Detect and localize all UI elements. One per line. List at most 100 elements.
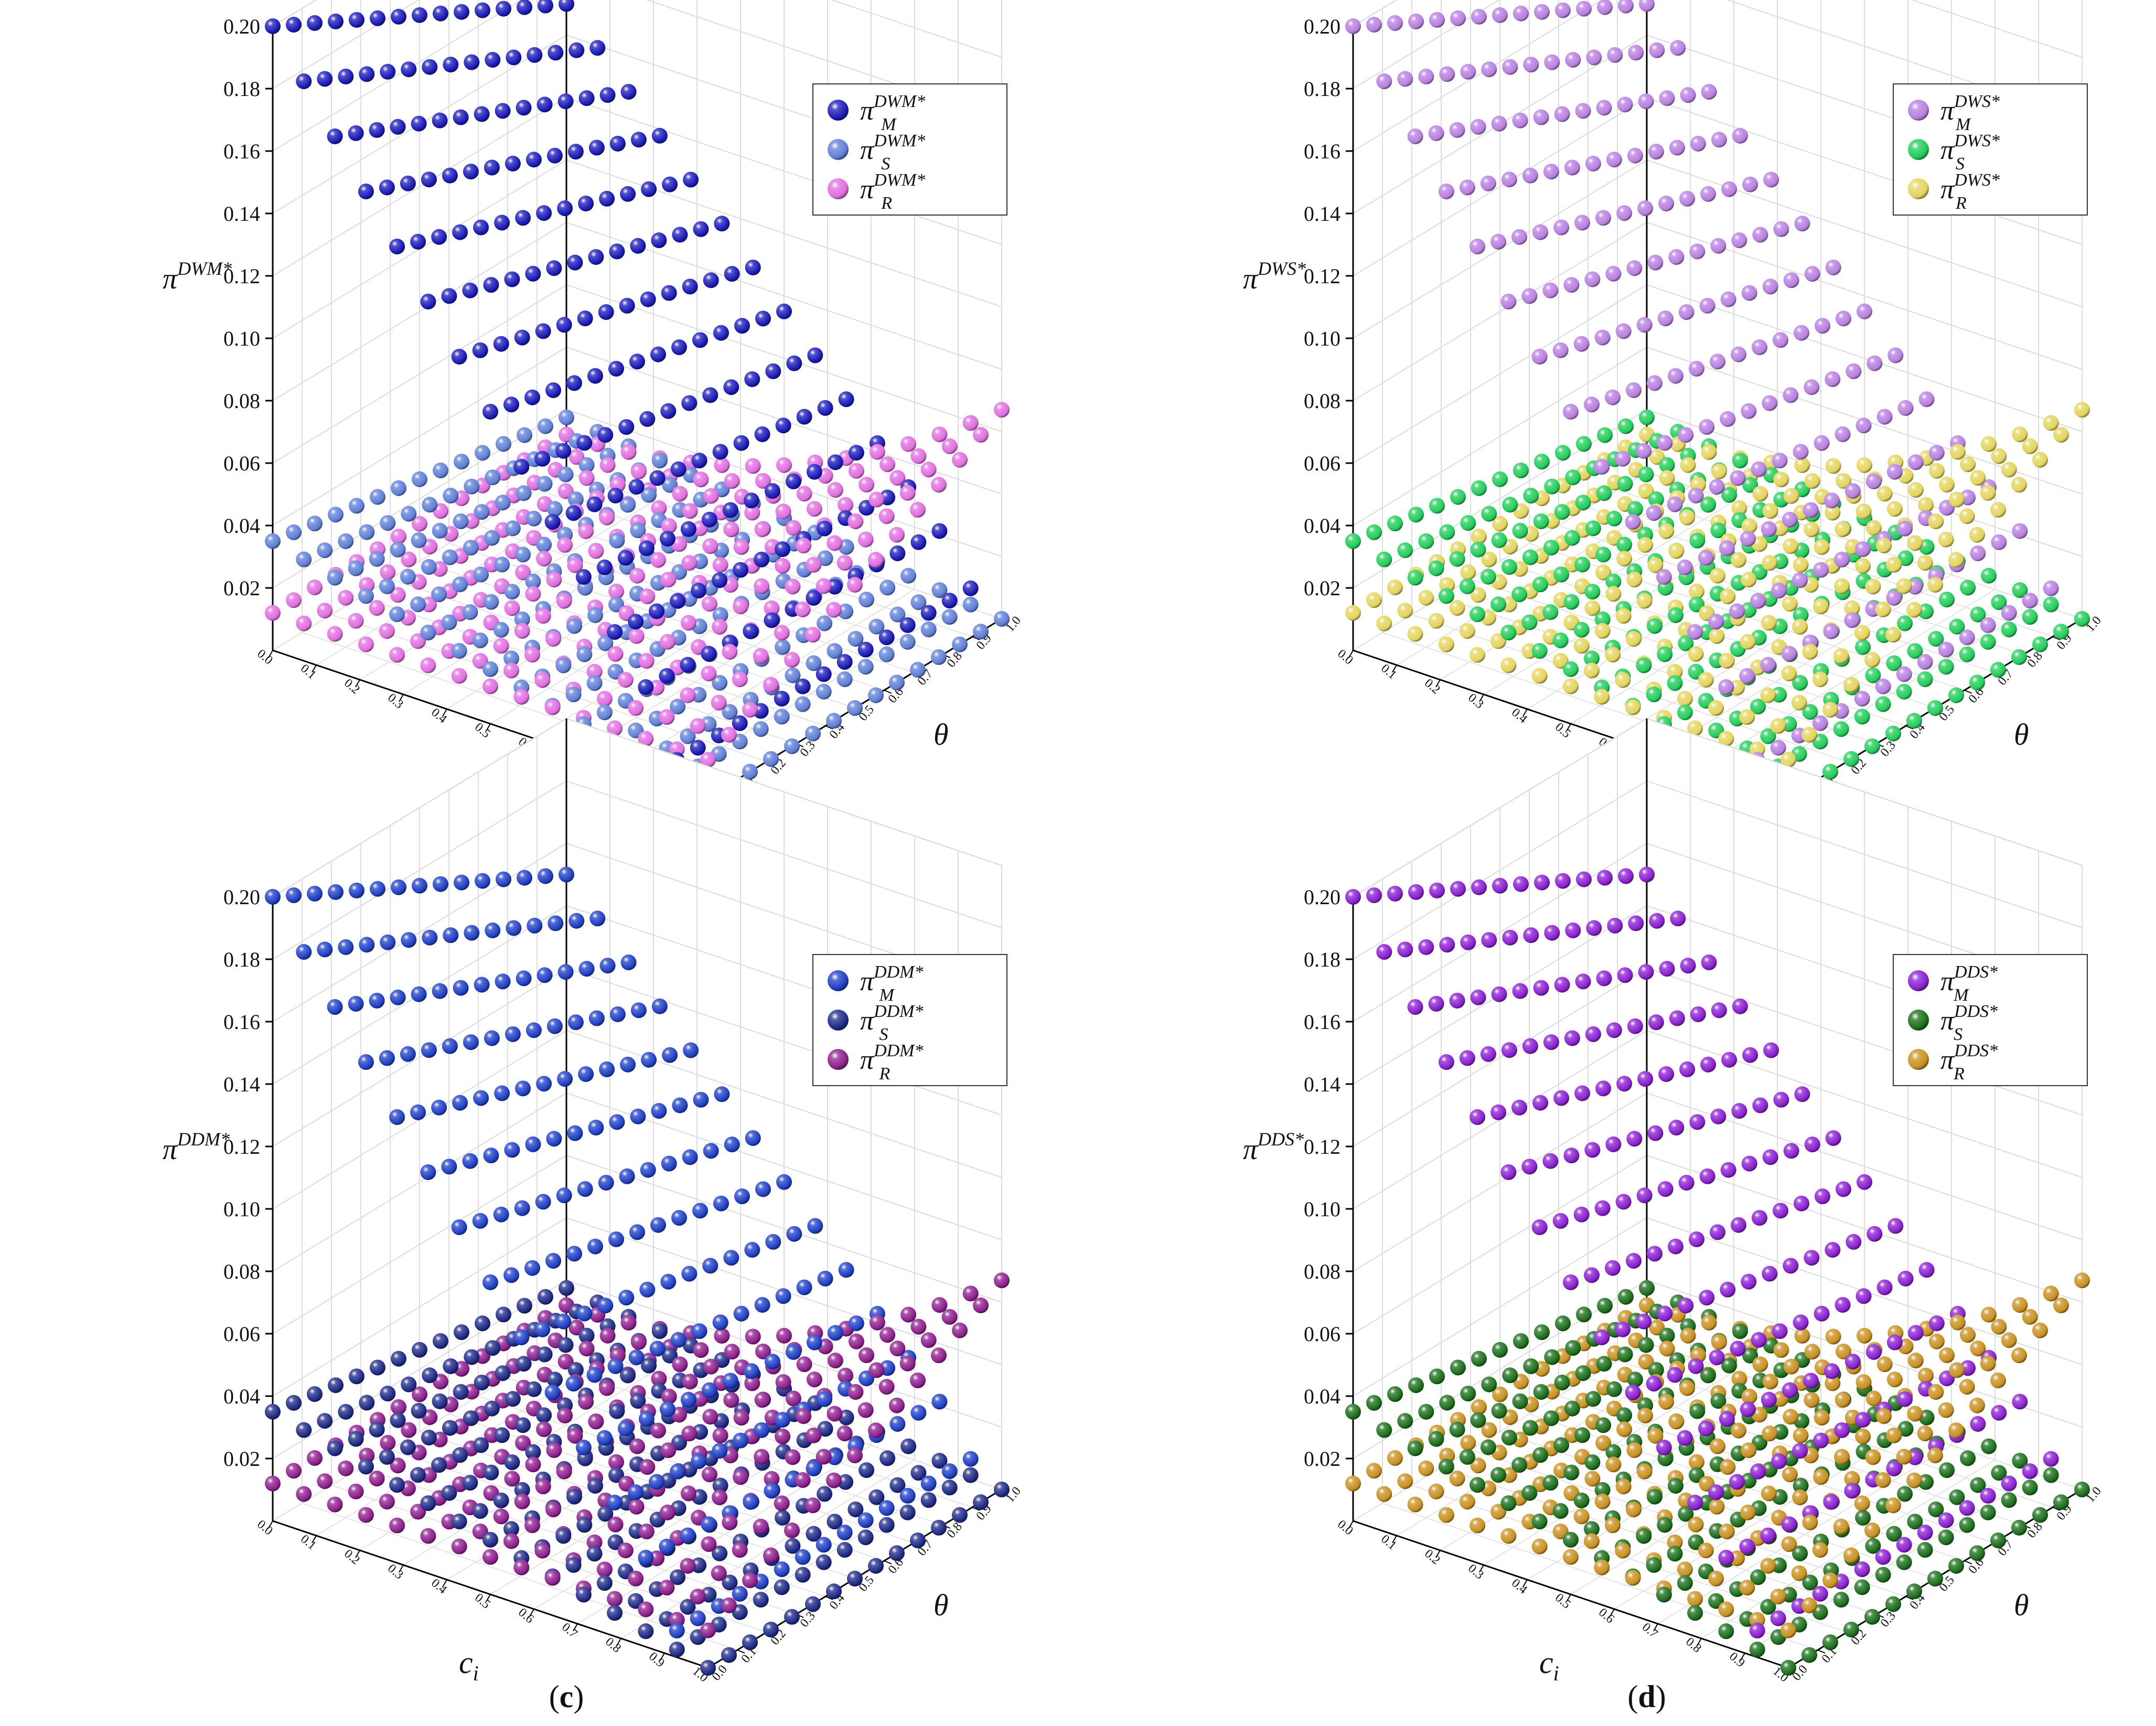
data-point-M — [443, 57, 459, 73]
data-point-S — [1512, 522, 1528, 539]
data-point-S — [775, 1509, 791, 1526]
data-point-S — [525, 1381, 542, 1397]
data-point-S — [420, 625, 436, 641]
data-point-S — [1397, 542, 1413, 559]
data-point-R — [1918, 1367, 1934, 1384]
data-point-S — [453, 1384, 469, 1400]
data-point-S — [1407, 1440, 1423, 1456]
grid-line — [272, 0, 1002, 152]
data-point-M — [629, 353, 645, 370]
data-point-R — [816, 578, 832, 594]
data-point-M — [1469, 1109, 1486, 1125]
data-point-M — [641, 181, 657, 197]
data-point-M — [1731, 1217, 1746, 1233]
legend-entry: πDDM* S — [860, 1002, 924, 1044]
data-point-R — [1813, 1469, 1829, 1485]
data-point-S — [1657, 1517, 1673, 1533]
data-point-M — [1428, 125, 1444, 141]
data-point-R — [1459, 1494, 1475, 1510]
data-point-S — [1471, 480, 1487, 496]
data-point-M — [1823, 1494, 1839, 1510]
data-point-M — [566, 1246, 582, 1262]
data-point-M — [807, 1218, 823, 1234]
data-point-M — [620, 955, 637, 970]
data-point-S — [847, 700, 863, 716]
data-point-R — [1637, 537, 1654, 553]
data-point-R — [504, 600, 520, 616]
data-point-M — [1625, 514, 1641, 530]
data-point-M — [575, 569, 592, 585]
data-point-S — [1521, 614, 1538, 630]
data-point-M — [1376, 73, 1392, 89]
y-tick — [2052, 636, 2061, 640]
data-point-R — [1907, 1353, 1924, 1369]
data-point-S — [484, 1400, 500, 1417]
data-point-S — [753, 1592, 769, 1608]
data-point-M — [806, 1334, 822, 1350]
data-point-M — [2043, 580, 2059, 596]
data-point-R — [973, 427, 989, 443]
data-point-R — [659, 1580, 675, 1596]
data-point-S — [1875, 696, 1891, 712]
data-point-R — [2012, 426, 2028, 443]
data-point-M — [1815, 318, 1830, 334]
data-point-S — [1512, 1393, 1528, 1409]
data-point-S — [494, 556, 510, 573]
data-point-R — [899, 1355, 916, 1371]
data-point-R — [493, 638, 509, 654]
data-point-S — [441, 614, 457, 630]
data-point-S — [389, 1477, 405, 1493]
data-point-M — [661, 1155, 677, 1172]
data-point-S — [1981, 567, 1997, 584]
data-point-S — [1980, 1504, 1996, 1520]
data-point-R — [659, 709, 675, 725]
data-point-M — [495, 973, 511, 990]
data-point-M — [577, 310, 593, 327]
data-point-R — [1720, 1459, 1736, 1475]
data-point-M — [389, 1109, 405, 1125]
data-point-R — [1708, 700, 1724, 716]
data-point-M — [327, 128, 343, 144]
data-point-M — [1657, 1181, 1674, 1197]
data-point-S — [443, 1358, 459, 1374]
data-point-S — [722, 704, 738, 720]
data-point-S — [1439, 524, 1455, 540]
data-point-M — [857, 641, 874, 658]
data-point-R — [1970, 470, 1986, 486]
data-point-M — [775, 1288, 791, 1304]
data-point-S — [1949, 1489, 1965, 1505]
data-point-R — [513, 689, 530, 705]
data-point-S — [1864, 1609, 1880, 1625]
data-point-M — [1761, 1391, 1777, 1408]
data-point-M — [1867, 1226, 1883, 1242]
data-point-R — [806, 556, 822, 573]
data-point-R — [348, 613, 364, 629]
data-point-M — [431, 1099, 447, 1116]
data-point-S — [1656, 1586, 1672, 1603]
data-point-R — [1854, 1495, 1870, 1511]
data-point-R — [1864, 652, 1880, 668]
data-point-S — [536, 1407, 552, 1423]
grid-line — [272, 0, 1002, 89]
data-point-M — [795, 1549, 811, 1565]
x-tick — [1610, 1609, 1615, 1617]
data-point-M — [599, 87, 616, 103]
data-point-M — [525, 1022, 542, 1038]
data-point-M — [1762, 1149, 1778, 1165]
data-point-M — [1836, 1181, 1851, 1197]
data-point-M — [817, 400, 833, 416]
data-point-S — [868, 687, 884, 703]
data-point-M — [1542, 282, 1559, 298]
data-point-R — [1949, 444, 1966, 460]
z-tick-label: 0.18 — [223, 948, 260, 971]
data-point-M — [441, 288, 457, 304]
data-point-R — [1397, 1473, 1413, 1489]
data-point-R — [379, 1494, 395, 1510]
data-point-R — [1637, 1408, 1654, 1423]
data-point-M — [1710, 238, 1726, 254]
data-point-M — [1594, 1330, 1610, 1345]
data-point-S — [1542, 604, 1559, 620]
data-point-M — [691, 583, 707, 599]
data-point-M — [537, 97, 553, 113]
data-point-R — [742, 1572, 758, 1589]
